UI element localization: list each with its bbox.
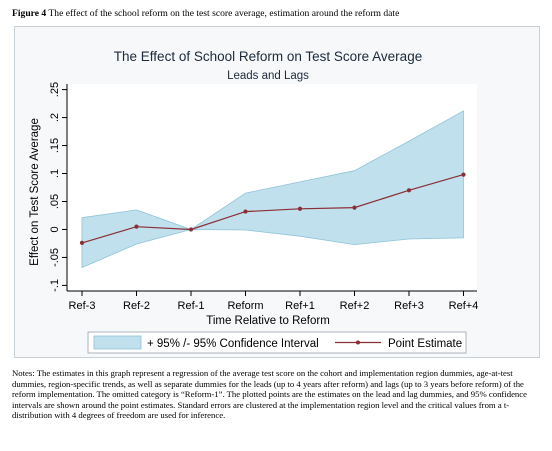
x-tick-label: Reform [227,300,263,312]
y-tick-label: .25 [49,82,61,97]
figure-caption-text: The effect of the school reform on the t… [48,8,400,19]
figure-label: Figure 4 [12,8,47,19]
point-estimate-line [81,174,464,244]
point-estimate-marker [406,188,412,193]
figure-notes: Notes: The estimates in this graph repre… [12,368,527,421]
y-tick-label: 0 [49,226,61,232]
chart-subtitle: Leads and Lags [227,70,309,82]
x-tick-label: Ref+1 [285,300,315,312]
figure-caption: Figure 4 The effect of the school reform… [12,8,540,19]
x-tick-label: Ref-1 [178,300,205,312]
x-tick-label: Ref+4 [449,300,479,312]
x-axis-title: Time Relative to Reform [206,315,330,327]
legend: + 95% /- 95% Confidence Interval Point E… [87,331,467,354]
chart-svg: The Effect of School Reform on Test Scor… [29,49,479,354]
y-tick-label: .05 [49,194,61,209]
point-estimate-marker [461,172,466,177]
x-tick-label: Ref-3 [69,300,96,312]
point-estimate-marker [352,205,357,210]
x-tick-label: Ref-2 [123,300,150,312]
x-tick-label: Ref+3 [394,300,424,312]
y-axis-title: Effect on Test Score Average [29,118,41,266]
legend-line-label: Point Estimate [388,338,462,350]
y-tick-label: .1 [49,169,61,178]
point-estimate-layer [79,172,466,245]
y-ticks: -.1 -.05 0 .05 .1 .15 .2 .25 [49,82,67,292]
legend-box [87,331,467,354]
legend-line-marker [356,340,360,345]
legend-band-label: + 95% /- 95% Confidence Interval [147,338,319,350]
y-tick-label: .2 [49,113,61,122]
point-estimate-marker [79,240,85,245]
chart-title: The Effect of School Reform on Test Scor… [114,49,422,64]
legend-band-swatch [93,335,142,350]
point-estimate-marker [243,209,248,214]
point-estimate-marker [297,206,303,211]
y-tick-label: -.05 [49,248,61,267]
y-tick-label: .15 [49,138,61,153]
point-estimate-marker [188,227,194,232]
y-tick-label: -.1 [49,279,61,292]
chart-frame: The Effect of School Reform on Test Scor… [14,26,540,358]
point-estimate-marker [134,224,139,229]
x-ticks: Ref-3 Ref-2 Ref-1 Reform Ref+1 Ref+2 Ref+3 Ref+… [69,291,479,312]
x-tick-label: Ref+2 [340,300,370,312]
